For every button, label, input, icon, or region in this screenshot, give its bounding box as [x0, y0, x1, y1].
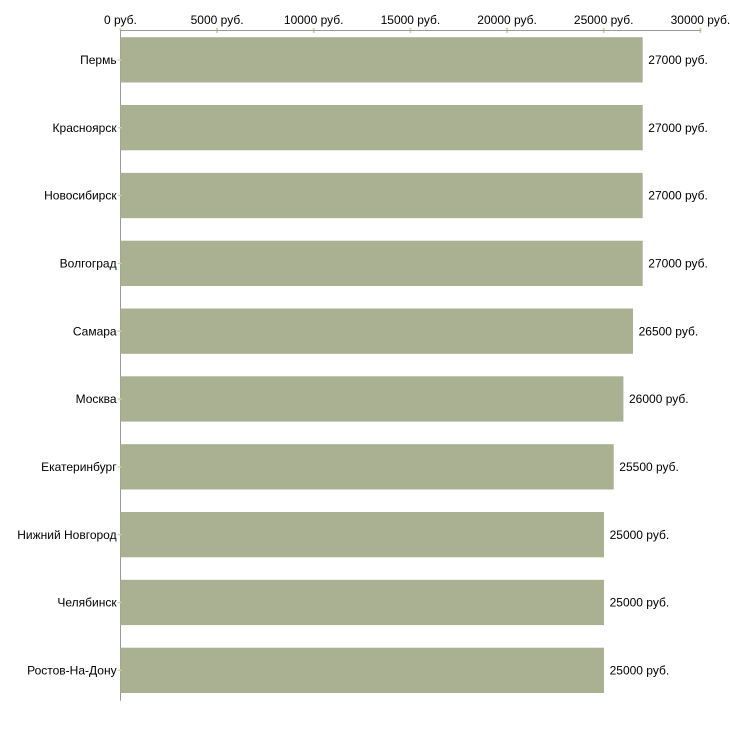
- svg-text:25000 руб.: 25000 руб.: [610, 664, 670, 678]
- svg-text:0 руб.: 0 руб.: [104, 13, 137, 27]
- svg-text:Волгоград: Волгоград: [60, 257, 117, 271]
- svg-text:Красноярск: Красноярск: [53, 121, 118, 135]
- svg-text:Пермь: Пермь: [80, 53, 116, 67]
- svg-text:20000 руб.: 20000 руб.: [477, 13, 537, 27]
- svg-text:Нижний Новгород: Нижний Новгород: [17, 528, 116, 542]
- svg-text:Новосибирск: Новосибирск: [44, 189, 117, 203]
- svg-text:25000 руб.: 25000 руб.: [610, 528, 670, 542]
- svg-text:15000 руб.: 15000 руб.: [381, 13, 441, 27]
- svg-text:Ростов-На-Дону: Ростов-На-Дону: [27, 664, 116, 678]
- svg-text:Екатеринбург: Екатеринбург: [41, 460, 117, 474]
- svg-text:27000 руб.: 27000 руб.: [648, 53, 708, 67]
- svg-text:26500 руб.: 26500 руб.: [639, 324, 699, 338]
- svg-text:25500 руб.: 25500 руб.: [619, 460, 679, 474]
- svg-text:27000 руб.: 27000 руб.: [648, 189, 708, 203]
- svg-text:26000 руб.: 26000 руб.: [629, 392, 689, 406]
- svg-text:Челябинск: Челябинск: [57, 596, 117, 610]
- svg-text:25000 руб.: 25000 руб.: [610, 596, 670, 610]
- svg-text:27000 руб.: 27000 руб.: [648, 121, 708, 135]
- svg-text:Москва: Москва: [76, 392, 117, 406]
- svg-text:27000 руб.: 27000 руб.: [648, 257, 708, 271]
- svg-text:Самара: Самара: [73, 324, 117, 338]
- svg-text:25000 руб.: 25000 руб.: [574, 13, 634, 27]
- svg-text:10000 руб.: 10000 руб.: [284, 13, 344, 27]
- svg-text:5000 руб.: 5000 руб.: [191, 13, 244, 27]
- svg-text:30000 руб.: 30000 руб.: [671, 13, 730, 27]
